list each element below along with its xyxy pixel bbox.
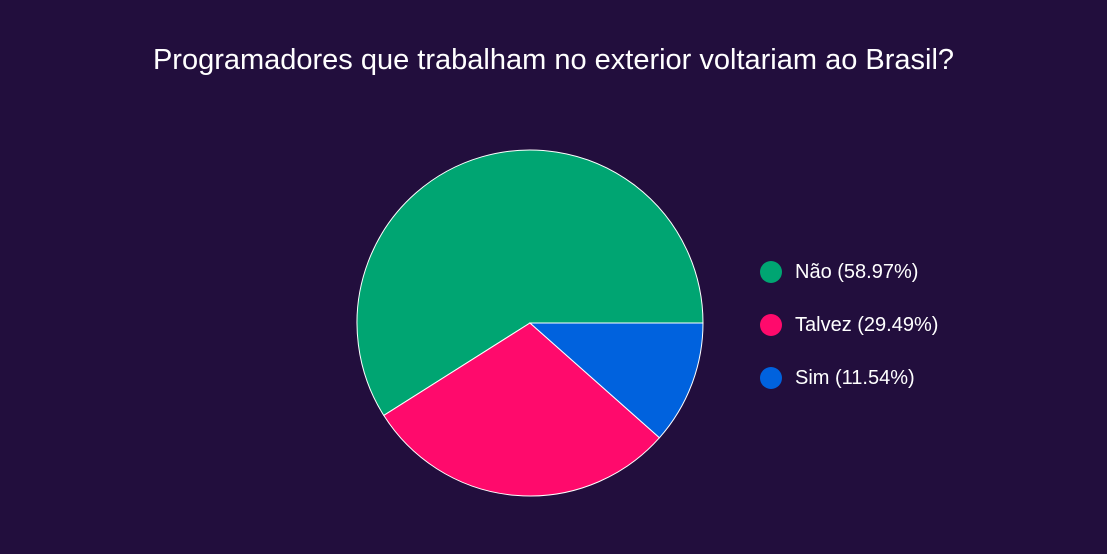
legend-label-nao: Não (58.97%) <box>795 260 919 283</box>
pie-slice-talvez[interactable] <box>383 322 661 497</box>
legend-swatch-talvez <box>760 314 782 336</box>
legend-swatch-nao <box>760 261 782 283</box>
legend-label-talvez: Talvez (29.49%) <box>795 313 939 336</box>
legend-item-nao[interactable]: Não (58.97%) <box>760 256 938 288</box>
pie-slice-nao[interactable] <box>356 149 704 417</box>
legend-item-talvez[interactable]: Talvez (29.49%) <box>760 309 938 341</box>
legend-label-sim: Sim (11.54%) <box>795 366 915 389</box>
pie-slice-sim[interactable] <box>528 322 704 439</box>
legend-item-sim[interactable]: Sim (11.54%) <box>760 362 938 394</box>
pie-slices <box>356 149 704 497</box>
legend-swatch-sim <box>760 367 782 389</box>
chart-title: Programadores que trabalham no exterior … <box>152 44 955 76</box>
legend: Não (58.97%) Talvez (29.49%) Sim (11.54%… <box>760 256 938 415</box>
